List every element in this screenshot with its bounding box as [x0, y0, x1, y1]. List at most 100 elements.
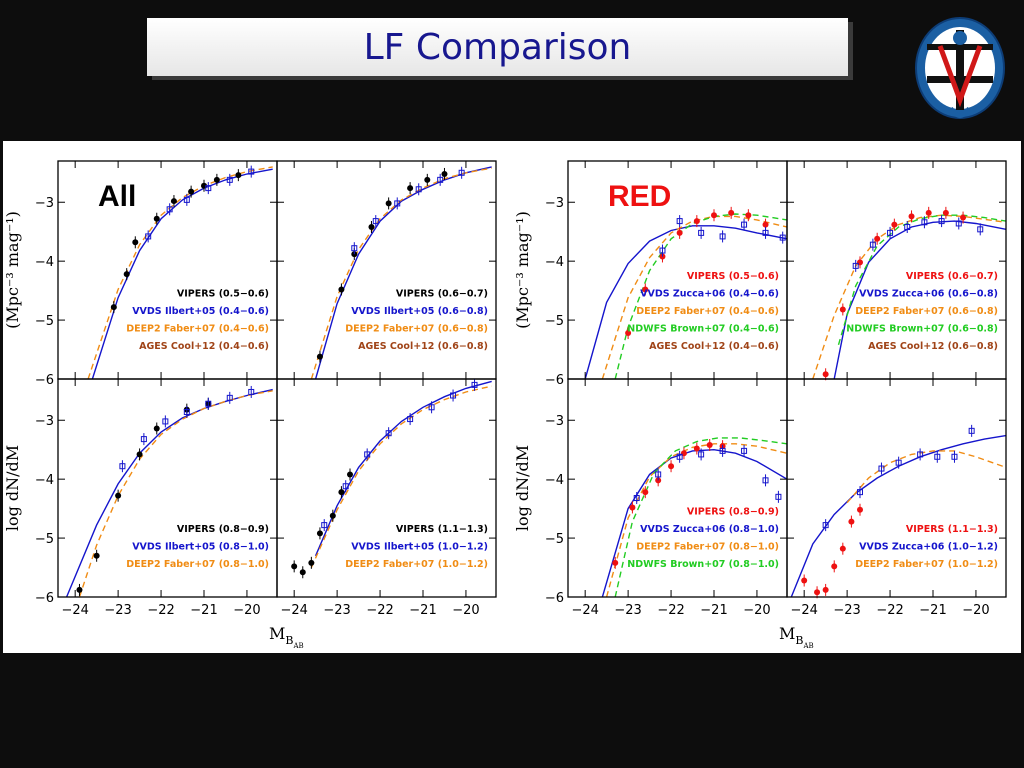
- panel-2-3: −3 −4 −5 −6 −24 −23 −22 −21 −20 VIPERS (0.8−0.9) V…: [545, 378, 788, 618]
- data-point: [407, 416, 414, 423]
- legend-entry: NDWFS Brown+07 (0.4−0.6): [627, 324, 779, 335]
- curve-comparison: [601, 215, 787, 379]
- x-tick-label: −21: [700, 603, 727, 618]
- legend-entry: VVDS Ilbert+05 (0.6−0.8): [351, 306, 488, 317]
- x-tick-label: −20: [743, 603, 770, 618]
- legend-entry: VIPERS (0.5−0.6): [177, 289, 269, 300]
- y-tick-label: −5: [35, 314, 54, 329]
- data-point: [831, 563, 838, 570]
- curve-comparison: [310, 385, 492, 568]
- data-point: [415, 186, 422, 193]
- x-tick-label: −20: [452, 603, 479, 618]
- panel-frame: [786, 378, 1007, 598]
- data-point: [822, 586, 829, 593]
- x-tick-label: −24: [61, 603, 88, 618]
- data-point: [917, 451, 924, 458]
- legend-entry: DEEP2 Faber+07 (0.4−0.6): [126, 324, 269, 335]
- legend-entry: NDWFS Brown+07 (0.6−0.8): [846, 324, 998, 335]
- data-point: [110, 304, 117, 311]
- panel-2-4: −24 −23 −22 −21 −20 VIPERS (1.1−1.3) VVDS Zucc…: [786, 378, 1007, 618]
- legend-entry: AGES Cool+12 (0.6−0.8): [868, 341, 998, 352]
- x-tick-label: −23: [614, 603, 641, 618]
- data-point: [762, 221, 769, 228]
- data-point: [162, 418, 169, 425]
- data-point: [248, 388, 255, 395]
- legend-entry: VVDS Zucca+06 (0.8−1.0): [640, 524, 779, 535]
- x-tick-label: −24: [790, 603, 817, 618]
- x-tick-label: −21: [409, 603, 436, 618]
- data-point: [711, 212, 717, 219]
- data-point: [428, 404, 435, 411]
- data-point: [145, 233, 152, 240]
- data-point: [166, 206, 173, 213]
- legend-entry: DEEP2 Faber+07 (1.0−1.2): [345, 559, 488, 570]
- panel-frame: [276, 378, 497, 598]
- data-point: [668, 463, 675, 470]
- group-label: All: [98, 180, 136, 213]
- data-point: [115, 492, 122, 499]
- curve-fit: [601, 448, 787, 597]
- data-point: [235, 172, 242, 179]
- data-point: [642, 286, 649, 293]
- panel-1-4: −24 −23 −22 −21 −20 VIPERS (1.1−1.3) VVDS Ilbe…: [276, 378, 497, 618]
- data-point: [424, 176, 431, 183]
- data-point: [441, 170, 448, 177]
- data-point: [955, 220, 962, 227]
- legend-entry: VIPERS (0.8−0.9): [177, 524, 269, 535]
- data-point: [316, 353, 323, 360]
- legend-entry: VIPERS (0.5−0.6): [687, 271, 779, 282]
- x-axis-label-sub: B: [795, 634, 803, 647]
- data-point: [629, 504, 636, 511]
- y-tick-label: −3: [545, 196, 564, 211]
- x-tick-label: −23: [833, 603, 860, 618]
- x-axis-label-sub: B: [285, 634, 293, 647]
- x-tick-label: −24: [571, 603, 598, 618]
- data-point: [188, 188, 195, 195]
- legend-entry: DEEP2 Faber+07 (0.4−0.6): [636, 306, 779, 317]
- x-tick-label: −21: [190, 603, 217, 618]
- data-point: [372, 218, 379, 225]
- data-point: [119, 463, 126, 470]
- data-point: [394, 200, 401, 207]
- data-point: [123, 271, 130, 278]
- data-point: [385, 430, 392, 437]
- data-point: [698, 451, 705, 458]
- data-point: [908, 213, 915, 220]
- data-point: [857, 489, 863, 496]
- y-tick-label: −4: [545, 473, 564, 488]
- data-point: [878, 465, 885, 472]
- data-point: [338, 489, 345, 496]
- legend-entry: DEEP2 Faber+07 (1.0−1.2): [855, 559, 998, 570]
- legend-entry: VVDS Ilbert+05 (0.4−0.6): [132, 306, 269, 317]
- y-axis-label-lower: log dN/dM: [3, 445, 22, 531]
- x-tick-label: −22: [657, 603, 684, 618]
- panel-1-2: VIPERS (0.6−0.7) VVDS Ilbert+05 (0.6−0.8)…: [276, 160, 497, 380]
- data-point: [895, 459, 902, 466]
- data-point: [869, 241, 876, 248]
- legend-entry: VVDS Zucca+06 (0.6−0.8): [859, 289, 998, 300]
- data-point: [676, 453, 683, 460]
- y-tick-label: −3: [35, 196, 54, 211]
- data-point: [347, 471, 353, 478]
- data-point: [814, 589, 821, 596]
- data-point: [839, 306, 846, 313]
- legend-entry: VIPERS (1.1−1.3): [906, 524, 998, 535]
- data-point: [655, 471, 662, 478]
- data-point: [93, 552, 100, 559]
- y-tick-label: −6: [35, 591, 54, 606]
- data-point: [136, 451, 143, 458]
- data-point: [921, 219, 928, 226]
- data-point: [857, 506, 863, 513]
- x-tick-label: −20: [233, 603, 260, 618]
- data-point: [779, 234, 786, 241]
- data-point: [364, 451, 371, 458]
- data-point: [316, 530, 323, 537]
- data-point: [291, 563, 298, 570]
- legend-entry: VVDS Ilbert+05 (1.0−1.2): [351, 542, 488, 553]
- legend-entry: DEEP2 Faber+07 (0.8−1.0): [636, 542, 779, 553]
- data-point: [762, 229, 769, 236]
- x-axis-label: MBAB: [779, 624, 814, 650]
- data-point: [132, 239, 139, 246]
- data-point: [321, 522, 328, 529]
- vipers-logo-icon: [915, 17, 1005, 119]
